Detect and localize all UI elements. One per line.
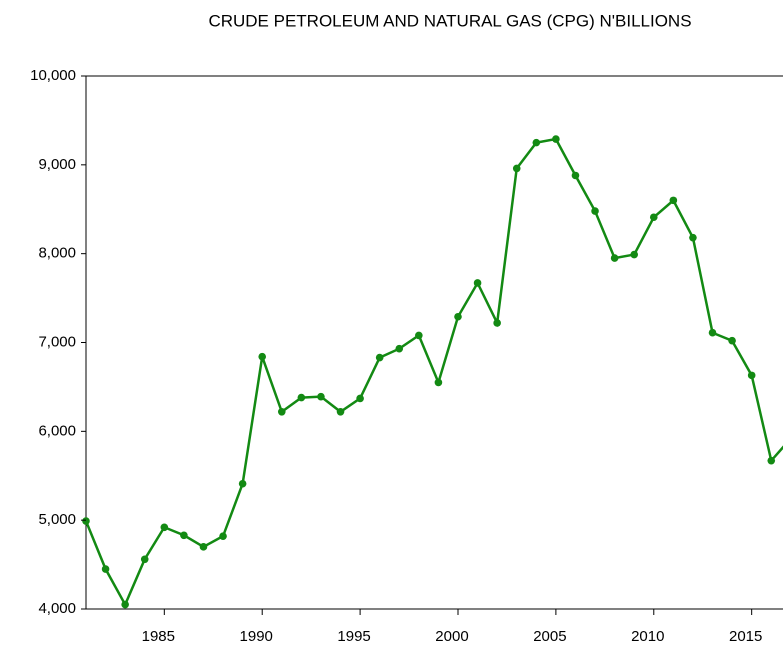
data-point xyxy=(552,135,560,143)
x-tick-label: 2000 xyxy=(435,628,468,645)
data-point xyxy=(219,532,227,540)
data-point xyxy=(140,555,149,564)
data-point xyxy=(630,250,639,259)
data-point xyxy=(160,523,169,532)
data-point xyxy=(180,531,188,540)
y-tick-label: 6,000 xyxy=(38,422,76,439)
data-point xyxy=(415,331,423,340)
y-tick-label: 9,000 xyxy=(38,156,76,173)
data-point xyxy=(434,378,443,387)
plot-area xyxy=(82,135,783,609)
data-point xyxy=(767,456,776,465)
data-point xyxy=(728,336,736,345)
data-point xyxy=(199,543,208,551)
data-point xyxy=(649,213,658,222)
y-tick-label: 4,000 xyxy=(38,600,76,617)
data-point xyxy=(512,164,521,173)
data-point xyxy=(689,233,697,242)
data-point xyxy=(708,328,717,337)
data-point xyxy=(473,279,482,287)
data-point xyxy=(669,196,678,205)
data-point xyxy=(356,394,364,403)
x-tick-label: 2005 xyxy=(533,628,566,645)
data-point xyxy=(591,207,599,215)
data-point xyxy=(82,517,90,525)
y-tick-label: 5,000 xyxy=(38,511,76,528)
data-point xyxy=(375,353,384,362)
data-point xyxy=(238,479,247,488)
data-point xyxy=(532,138,541,147)
data-point xyxy=(747,371,756,380)
data-point xyxy=(454,312,462,321)
y-tick-label: 7,000 xyxy=(38,333,76,350)
data-point xyxy=(101,565,110,573)
y-tick-label: 10,000 xyxy=(30,67,76,84)
data-point xyxy=(610,254,619,262)
data-point xyxy=(297,393,306,402)
data-point xyxy=(493,319,501,327)
data-point xyxy=(571,171,580,180)
x-tick-label: 1985 xyxy=(142,628,175,645)
data-point xyxy=(277,407,286,416)
x-tick-label: 1990 xyxy=(240,628,273,645)
chart-title: CRUDE PETROLEUM AND NATURAL GAS (CPG) N'… xyxy=(208,11,691,30)
data-point xyxy=(121,600,129,609)
x-tick-label: 1995 xyxy=(337,628,370,645)
data-point xyxy=(317,392,325,401)
data-point xyxy=(258,352,267,361)
y-tick-label: 8,000 xyxy=(38,245,76,262)
x-tick-label: 2010 xyxy=(631,628,664,645)
data-point xyxy=(336,407,345,416)
series-line xyxy=(84,137,783,608)
x-tick-label: 2015 xyxy=(729,628,762,645)
data-point xyxy=(395,344,404,353)
